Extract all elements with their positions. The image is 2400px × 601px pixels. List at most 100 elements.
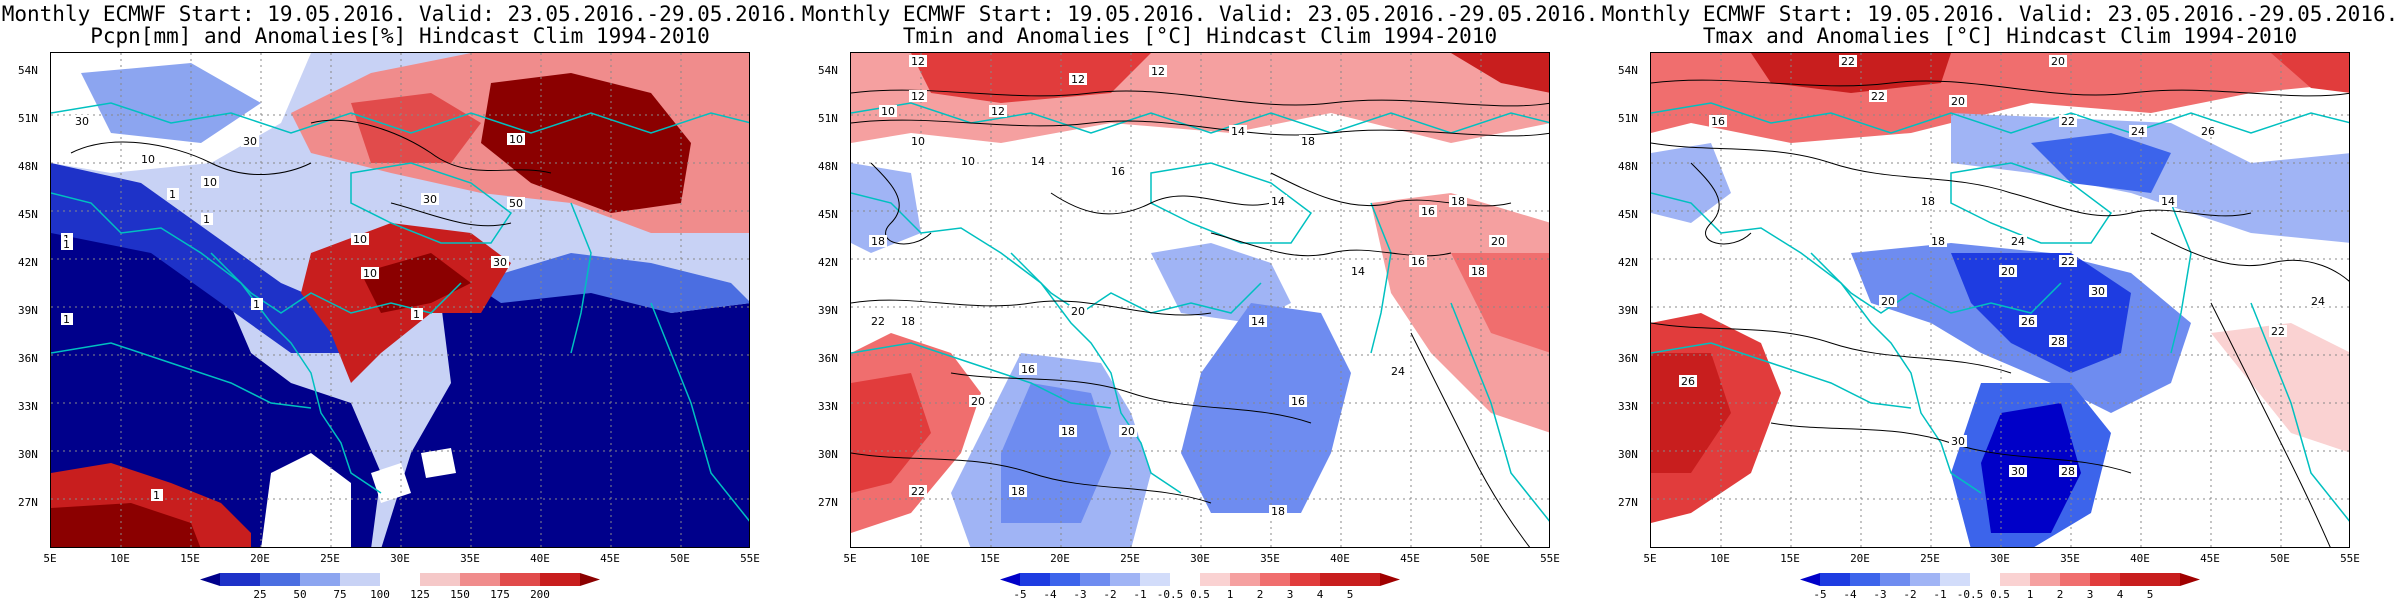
panel-title-line2: Tmax and Anomalies [°C] Hindcast Clim 19… bbox=[1702, 24, 2298, 48]
lat-label: 30N bbox=[818, 448, 838, 461]
tmax-map-svg: 22 20 22 24 26 22 20 16 18 14 18 22 24 2… bbox=[1651, 53, 2349, 547]
colorbar-label: 0.5 bbox=[1990, 588, 2010, 601]
colorbar-swatch bbox=[1080, 573, 1110, 586]
region-russia-wet bbox=[481, 73, 691, 213]
lat-label: 48N bbox=[18, 160, 38, 173]
lat-label: 30N bbox=[1618, 448, 1638, 461]
lat-label: 27N bbox=[1618, 496, 1638, 509]
colorbar-swatch bbox=[1940, 573, 1970, 586]
region-ne-red bbox=[2271, 53, 2349, 93]
region-turkey-core bbox=[361, 253, 471, 313]
tmin-map: 12 12 10 10 12 12 14 18 12 10 14 16 14 1… bbox=[850, 52, 1550, 548]
contour-label: 1 bbox=[153, 489, 160, 502]
region-alps-blue bbox=[851, 163, 921, 253]
colorbar-swatch bbox=[300, 573, 340, 586]
colorbar-label: -2 bbox=[1903, 588, 1917, 601]
contour-label: 26 bbox=[1681, 375, 1695, 388]
contour-label: 10 bbox=[961, 155, 975, 168]
colorbar-label: -4 bbox=[1043, 588, 1057, 601]
contour-label: 1 bbox=[203, 213, 210, 226]
contour-label: 12 bbox=[1151, 65, 1165, 78]
colorbar bbox=[1800, 573, 2200, 586]
isolines bbox=[70, 119, 552, 227]
lon-label: 10E bbox=[1710, 552, 1730, 565]
contour-label: 18 bbox=[1931, 235, 1945, 248]
colorbar-swatch bbox=[220, 573, 260, 586]
precipitation-map: 30 10 30 1 10 1 10 50 30 10 1 1 1 1 1 30… bbox=[50, 52, 750, 548]
contour-label: 10 bbox=[203, 176, 217, 189]
colorbar-label: -3 bbox=[1073, 588, 1087, 601]
contour-label: 22 bbox=[911, 485, 925, 498]
colorbar-swatch bbox=[2030, 573, 2060, 586]
lon-label: 40E bbox=[1330, 552, 1350, 565]
colorbar-label: 4 bbox=[1316, 588, 1324, 601]
contour-label: 10 bbox=[353, 233, 367, 246]
colorbar-label: 2 bbox=[2056, 588, 2064, 601]
contour-labels: 12 12 10 10 12 12 14 18 12 10 14 16 14 1… bbox=[869, 55, 1507, 518]
lon-label: 35E bbox=[2060, 552, 2080, 565]
contour-label: 18 bbox=[871, 235, 885, 248]
lon-label: 55E bbox=[2340, 552, 2360, 565]
contour-label: 16 bbox=[1021, 363, 1035, 376]
colorbar-swatch bbox=[1820, 573, 1850, 586]
contour-labels: 22 20 22 24 26 22 20 16 18 14 18 22 24 2… bbox=[1679, 55, 2327, 478]
contour-label: 20 bbox=[2051, 55, 2065, 68]
contour-label: 10 bbox=[911, 135, 925, 148]
contour-label: 14 bbox=[1251, 315, 1265, 328]
contour-label: 22 bbox=[871, 315, 885, 328]
colorbar-label: -0.5 bbox=[1956, 588, 1984, 601]
lon-label: 50E bbox=[2270, 552, 2290, 565]
region-east-red-core bbox=[1451, 253, 1549, 353]
region-middle-east-dry bbox=[381, 273, 749, 547]
contour-label: 24 bbox=[2011, 235, 2025, 248]
lat-label: 39N bbox=[18, 304, 38, 317]
region-ne-red bbox=[1451, 53, 1549, 93]
colorbar-label: 5 bbox=[1346, 588, 1354, 601]
region-patch-white-b bbox=[421, 448, 456, 478]
contour-label: 30 bbox=[75, 115, 89, 128]
colorbar-label: -5 bbox=[1813, 588, 1827, 601]
colorbar-swatch bbox=[1910, 573, 1940, 586]
lon-label: 55E bbox=[740, 552, 760, 565]
lat-label: 39N bbox=[1618, 304, 1638, 317]
region-egypt-white bbox=[261, 453, 351, 547]
colorbar-swatch bbox=[2000, 573, 2030, 586]
contour-label: 22 bbox=[1871, 90, 1885, 103]
lat-label: 36N bbox=[1618, 352, 1638, 365]
lon-label: 35E bbox=[1260, 552, 1280, 565]
tmax-map: 22 20 22 24 26 22 20 16 18 14 18 22 24 2… bbox=[1650, 52, 2350, 548]
contour-label: 12 bbox=[1071, 73, 1085, 86]
lon-label: 45E bbox=[1400, 552, 1420, 565]
lat-label: 42N bbox=[1618, 256, 1638, 269]
lon-label: 20E bbox=[1050, 552, 1070, 565]
lon-label: 5E bbox=[843, 552, 857, 565]
contour-label: 14 bbox=[1231, 125, 1245, 138]
lat-label: 51N bbox=[818, 112, 838, 125]
region-east-red bbox=[1371, 193, 1549, 433]
colorbar-swatch bbox=[1020, 573, 1050, 586]
lon-label: 20E bbox=[1850, 552, 1870, 565]
colorbar-swatch bbox=[500, 573, 540, 586]
contour-label: 14 bbox=[1351, 265, 1365, 278]
colorbar-label: 100 bbox=[370, 588, 390, 601]
contour-label: 10 bbox=[363, 267, 377, 280]
lat-label: 33N bbox=[1618, 400, 1638, 413]
contour-label: 20 bbox=[1951, 95, 1965, 108]
contour-label: 14 bbox=[2161, 195, 2175, 208]
colorbar-label: 125 bbox=[410, 588, 430, 601]
contour-label: 10 bbox=[881, 105, 895, 118]
lon-label: 5E bbox=[43, 552, 57, 565]
colorbar-label: 3 bbox=[1286, 588, 1294, 601]
region-caucasus-blue bbox=[471, 253, 749, 313]
contour-label: 28 bbox=[2061, 465, 2075, 478]
colorbar-swatch bbox=[1850, 573, 1880, 586]
contour-label: 22 bbox=[2271, 325, 2285, 338]
contour-label: 18 bbox=[1271, 505, 1285, 518]
contour-label: 14 bbox=[1031, 155, 1045, 168]
colorbar bbox=[1000, 573, 1400, 586]
lat-label: 54N bbox=[818, 64, 838, 77]
lon-label: 20E bbox=[250, 552, 270, 565]
panel-tmax: Monthly ECMWF Start: 19.05.2016. Valid: … bbox=[1600, 0, 2400, 600]
lon-label: 25E bbox=[1120, 552, 1140, 565]
colorbar-swatch bbox=[1170, 573, 1200, 586]
